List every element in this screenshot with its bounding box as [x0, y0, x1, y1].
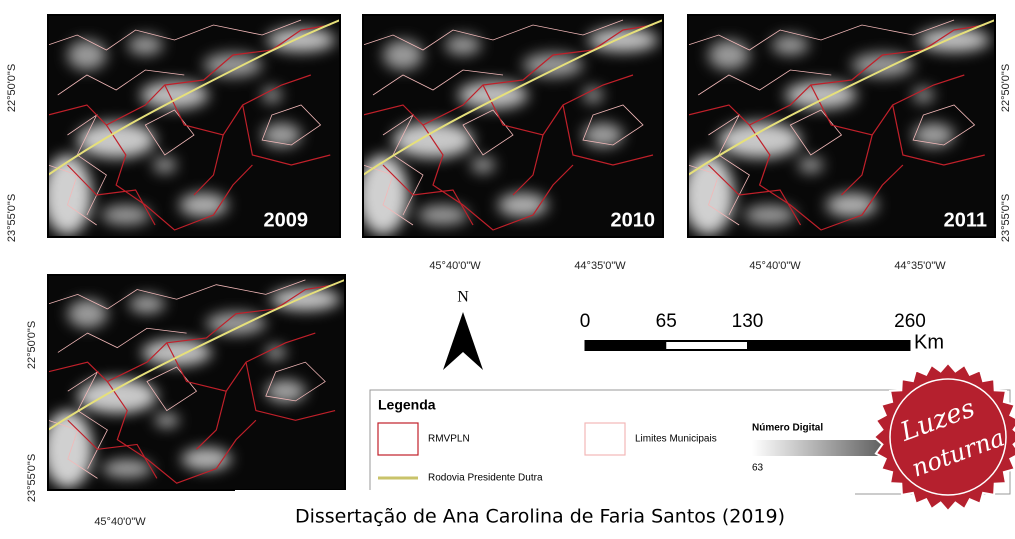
north-label: N: [457, 289, 469, 306]
scale-bar: 0 65 130 260: [580, 311, 926, 351]
scale-label: 260: [894, 311, 926, 332]
lon-label: 45°40'0"W: [749, 260, 801, 272]
scale-segment: [666, 342, 747, 349]
map-panel: 2009: [43, 15, 340, 237]
lat-label: 23°55'0"S: [26, 454, 38, 502]
map-panel: [43, 275, 345, 490]
legend-item: Limites Municipais: [635, 434, 717, 445]
ramp-title: Número Digital: [752, 423, 823, 434]
lat-label: 23°55'0"S: [1000, 194, 1012, 242]
scale-label: 0: [580, 311, 591, 332]
legend-item: RMVPLN: [428, 434, 470, 445]
panel-year: 2009: [264, 209, 309, 231]
map-panel: 2010: [358, 15, 663, 237]
panel-year: 2010: [611, 209, 656, 231]
legend-item: Rodovia Presidente Dutra: [428, 473, 543, 484]
map-figure: 2009 2010 2011 22°50'0"S 23°55'0"S 22°50…: [0, 0, 1015, 534]
ramp-min: 63: [752, 463, 764, 474]
lat-label: 22°50'0"S: [1000, 64, 1012, 112]
map-panel: 2011: [683, 15, 995, 237]
north-arrow: N: [443, 289, 483, 370]
lat-label: 23°55'0"S: [6, 194, 18, 242]
lat-label: 22°50'0"S: [26, 321, 38, 369]
caption: Dissertação de Ana Carolina de Faria San…: [295, 506, 785, 528]
lon-label: 44°35'0"W: [574, 260, 626, 272]
scale-label: 65: [656, 311, 677, 332]
panel-year: 2011: [944, 209, 987, 231]
lon-label: 45°40'0"W: [94, 516, 146, 528]
scale-label: 130: [732, 311, 764, 332]
scale-unit: Km: [914, 331, 944, 353]
lat-label: 22°50'0"S: [6, 64, 18, 112]
lon-label: 45°40'0"W: [429, 260, 481, 272]
lon-label: 44°35'0"W: [894, 260, 946, 272]
legend-title: Legenda: [378, 397, 436, 413]
